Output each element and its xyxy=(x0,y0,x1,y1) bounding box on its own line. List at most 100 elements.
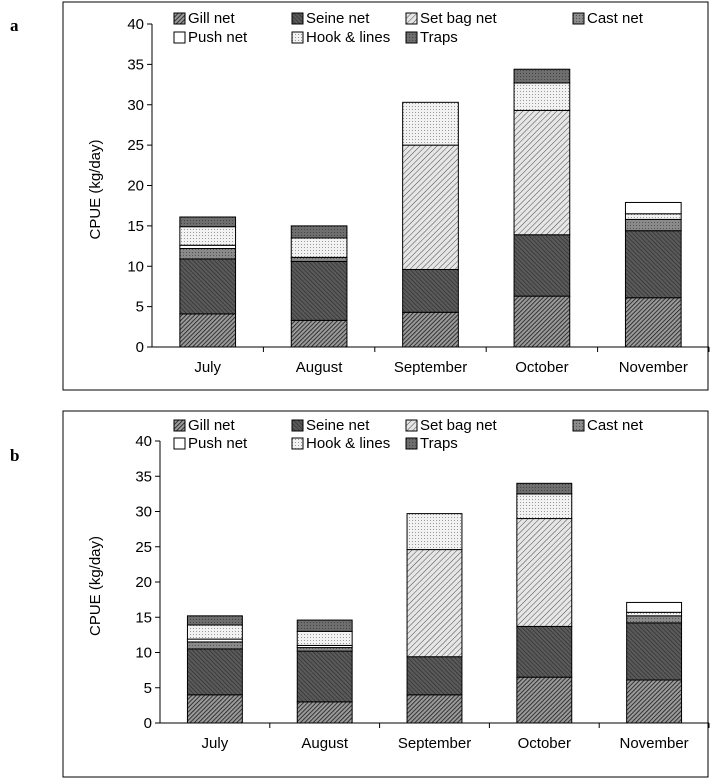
legend-swatch xyxy=(291,31,304,44)
legend-swatch xyxy=(572,12,585,25)
bar-segment-hook-lines xyxy=(296,630,353,646)
x-tick-label: July xyxy=(194,359,221,376)
bar-segment-seine-net xyxy=(179,258,237,315)
bar-segment-cast-net xyxy=(179,247,237,260)
x-tick-label: September xyxy=(394,359,467,376)
bar-segment-seine-net xyxy=(513,234,571,297)
legend-swatch xyxy=(572,419,585,432)
bar-segment-hook-lines xyxy=(406,513,463,551)
legend-swatch xyxy=(173,12,186,25)
bar-segment-traps xyxy=(296,619,353,632)
bar-segment-seine-net xyxy=(406,656,463,696)
bar-segment-traps xyxy=(290,225,348,239)
y-tick-label: 5 xyxy=(144,680,152,697)
bar-segment-hook-lines xyxy=(186,624,243,640)
bar-segment-traps xyxy=(179,216,237,228)
y-tick-label: 0 xyxy=(136,339,144,356)
bar-segment-traps xyxy=(186,615,243,626)
legend-entry: Push net xyxy=(188,29,248,46)
bar-segment-cast-net xyxy=(296,647,353,652)
y-tick-label: 20 xyxy=(135,574,152,591)
legend-swatch xyxy=(405,437,418,450)
y-tick-label: 30 xyxy=(135,504,152,521)
bar-segment-gill-net xyxy=(516,676,573,724)
legend-entry: Push net xyxy=(188,435,248,452)
y-tick-label: 25 xyxy=(127,137,144,154)
y-tick-label: 30 xyxy=(127,97,144,114)
panel-a: a 0 5 10 15 20 25 30 35 40 CPUE (kg/day) July August… xyxy=(10,1,710,391)
legend-entry: Gill net xyxy=(188,417,236,434)
x-tick-label: November xyxy=(619,735,688,752)
bar-segment-gill-net xyxy=(186,694,243,724)
legend-swatch xyxy=(173,437,186,450)
y-tick-label: 25 xyxy=(135,539,152,556)
y-tick-label: 5 xyxy=(136,299,144,316)
y-axis-label: CPUE (kg/day) xyxy=(87,139,104,239)
bar-segment-seine-net xyxy=(186,648,243,696)
bar-segment-seine-net xyxy=(296,650,353,703)
bar-segment-set-bag-net xyxy=(406,549,463,658)
bar-segment-seine-net xyxy=(626,622,683,681)
bar-segment-push-net-cap xyxy=(626,601,683,613)
legend-entry: Seine net xyxy=(306,10,370,27)
bar-segment-gill-net xyxy=(626,679,683,724)
legend-swatch xyxy=(291,437,304,450)
bar-segment-seine-net xyxy=(516,625,573,678)
bar-segment-gill-net xyxy=(290,319,348,348)
panel-frame xyxy=(62,410,709,778)
panel-b: b 0 5 10 15 20 25 30 35 40 CPUE (kg/day) July August… xyxy=(10,410,710,778)
legend-entry: Set bag net xyxy=(420,10,498,27)
legend-swatch xyxy=(405,31,418,44)
x-tick-label: September xyxy=(398,735,471,752)
bar-segment-set-bag-net xyxy=(402,144,459,270)
bar-segment-push-net-cap xyxy=(624,201,682,215)
bar-segment-hook-lines xyxy=(290,237,348,258)
bar-segment-gill-net xyxy=(296,701,353,724)
panel-frame xyxy=(62,1,709,391)
bar-segment-cast-net xyxy=(624,218,682,232)
legend-swatch xyxy=(291,12,304,25)
legend-entry: Traps xyxy=(420,435,458,452)
y-tick-label: 0 xyxy=(144,715,152,732)
bar-segment-set-bag-net xyxy=(513,109,571,236)
x-tick-label: October xyxy=(518,735,571,752)
bar-segment-cast-net xyxy=(626,615,683,624)
bar-segment-hook-lines xyxy=(624,213,682,220)
bar-segment-hook-lines xyxy=(516,493,573,520)
legend-swatch xyxy=(173,419,186,432)
legend-entry: Gill net xyxy=(188,10,236,27)
panel-letter: b xyxy=(10,446,19,465)
bar-segment-set-bag-net xyxy=(516,518,573,627)
legend-entry: Set bag net xyxy=(420,417,498,434)
y-tick-label: 40 xyxy=(127,16,144,33)
legend-entry: Seine net xyxy=(306,417,370,434)
legend-swatch xyxy=(173,31,186,44)
y-tick-label: 15 xyxy=(135,609,152,626)
x-tick-label: October xyxy=(515,359,568,376)
x-tick-label: July xyxy=(202,735,229,752)
bar-segment-gill-net xyxy=(513,295,571,348)
y-tick-label: 20 xyxy=(127,178,144,195)
y-tick-label: 35 xyxy=(127,56,144,73)
x-tick-label: August xyxy=(296,359,344,376)
bar-segment-hook-lines xyxy=(513,82,571,111)
legend-entry: Cast net xyxy=(587,10,644,27)
legend-entry: Hook & lines xyxy=(306,29,390,46)
y-tick-label: 40 xyxy=(135,433,152,450)
y-tick-label: 10 xyxy=(127,258,144,275)
legend-entry: Cast net xyxy=(587,417,644,434)
y-tick-label: 15 xyxy=(127,218,144,235)
bar-segment-gill-net xyxy=(624,297,682,348)
y-tick-label: 35 xyxy=(135,468,152,485)
legend-swatch xyxy=(291,419,304,432)
legend-entry: Traps xyxy=(420,29,458,46)
panel-letter: a xyxy=(10,16,19,35)
bar-segment-gill-net xyxy=(406,694,463,724)
bar-segment-gill-net xyxy=(179,313,237,348)
bar-segment-hook-lines xyxy=(179,226,237,246)
legend-swatch xyxy=(405,12,418,25)
x-tick-label: November xyxy=(619,359,688,376)
bar-segment-seine-net xyxy=(290,260,348,321)
bar-segment-seine-net xyxy=(402,268,459,313)
